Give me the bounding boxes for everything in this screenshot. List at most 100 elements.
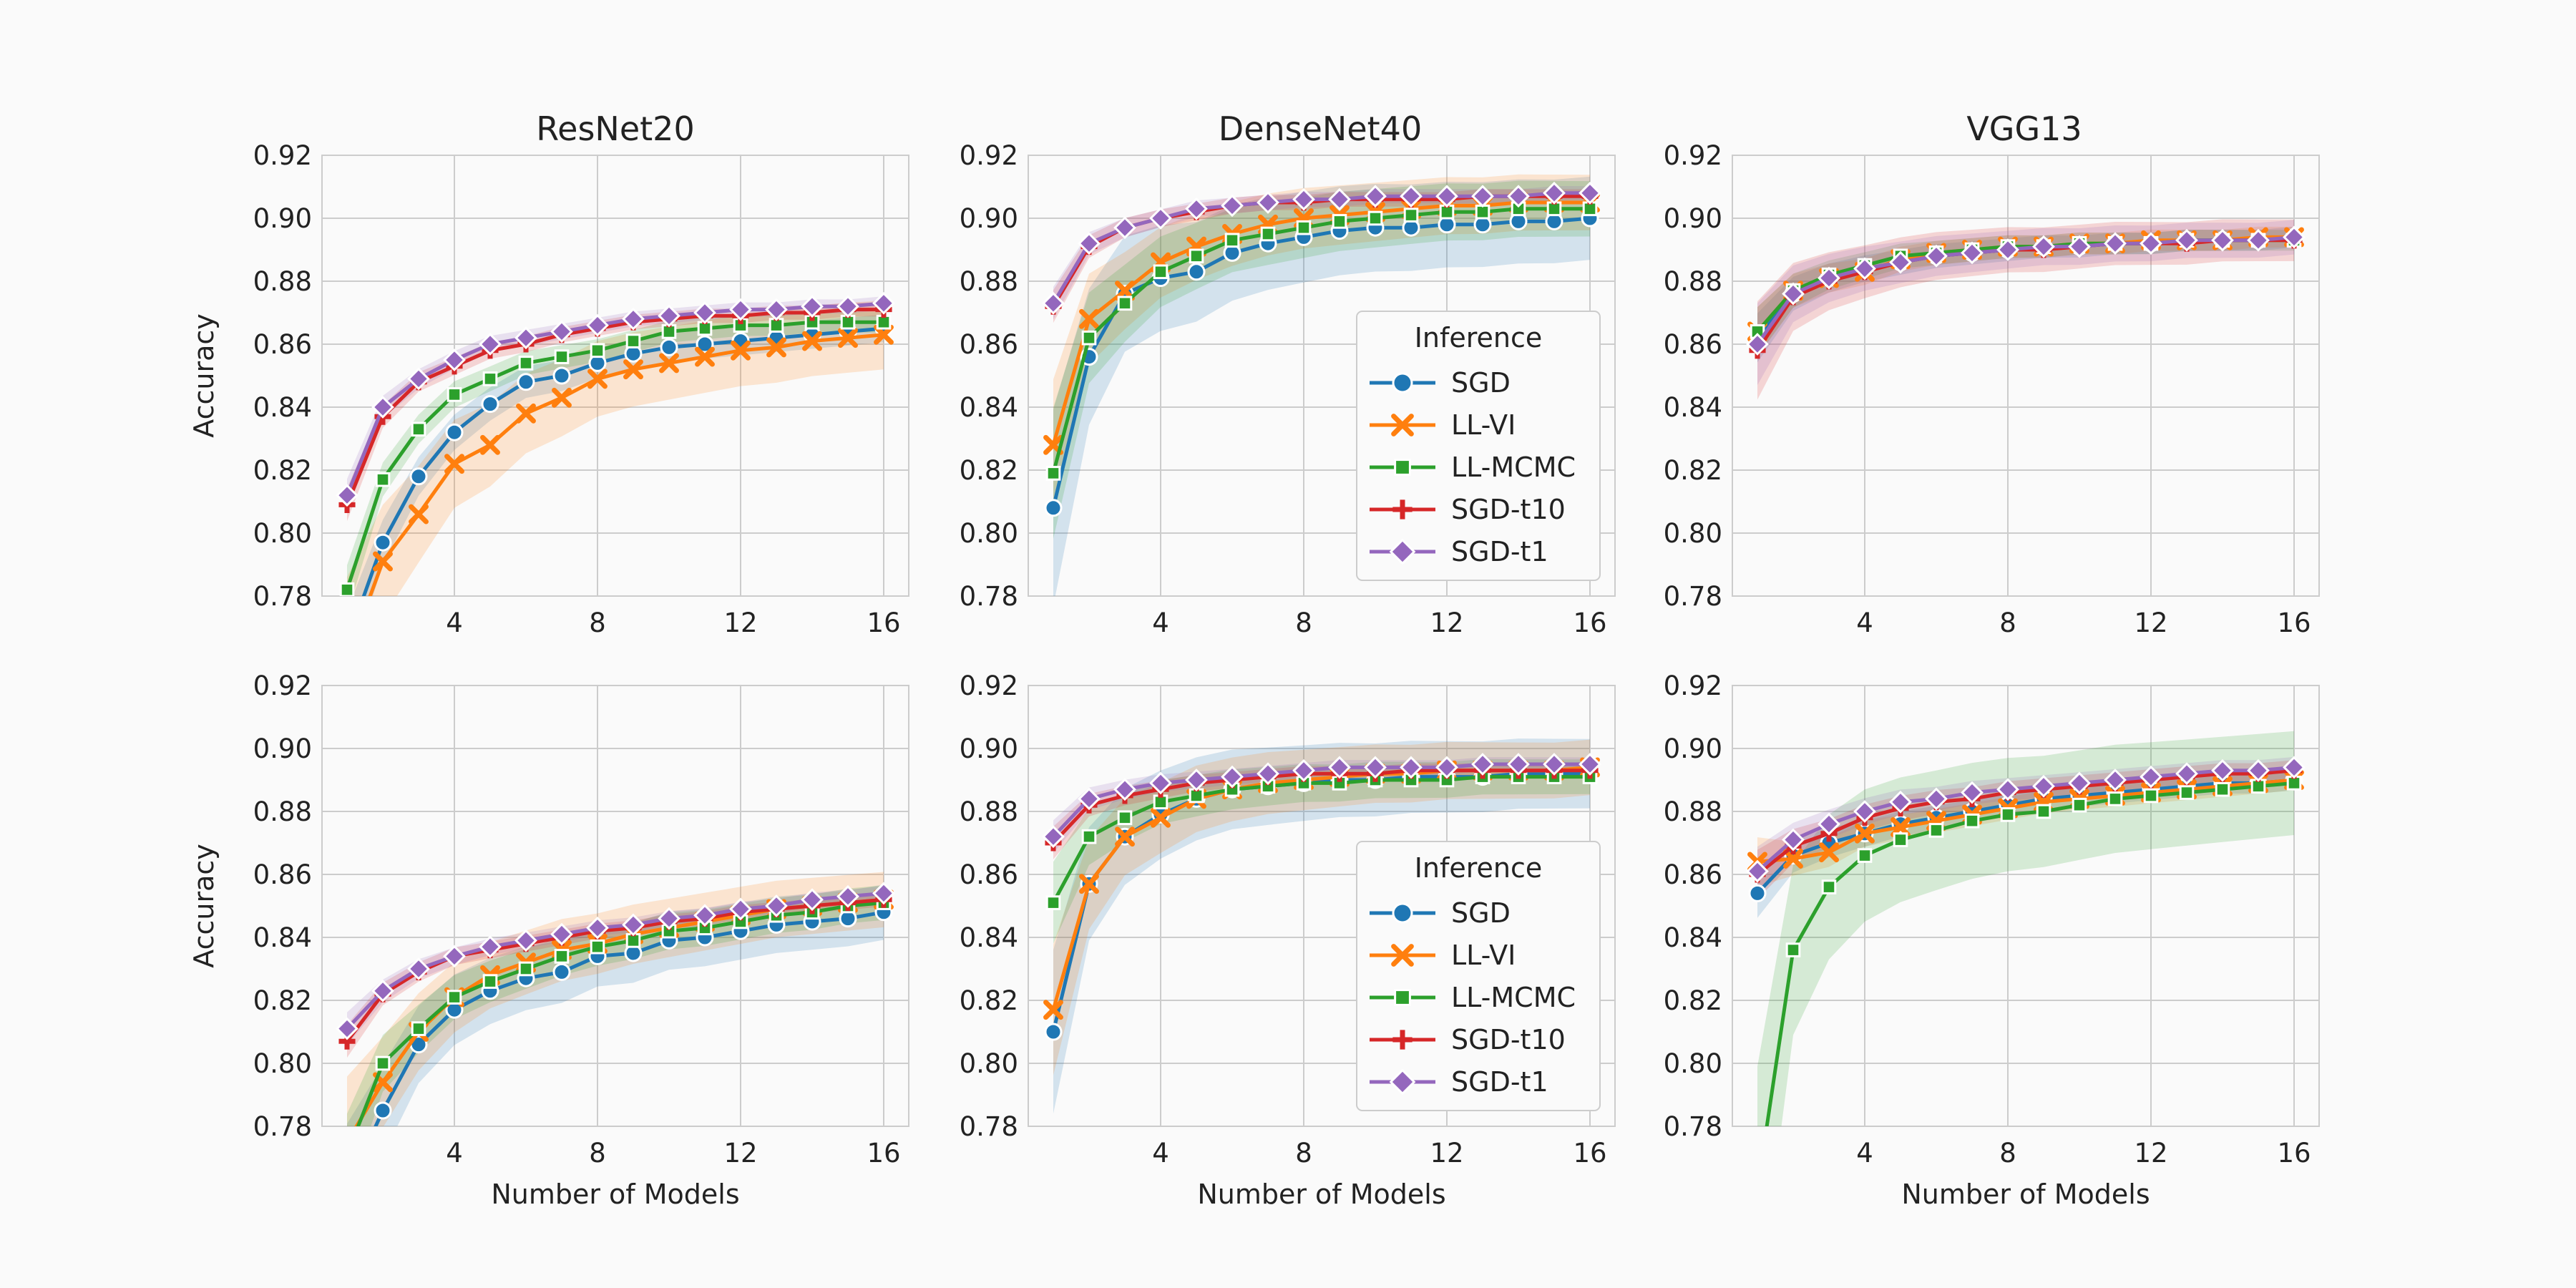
y-tick-label: 0.86 — [1664, 329, 1722, 360]
data-point-ll-mcmc — [1045, 466, 1061, 481]
data-point-sgd-t1 — [622, 913, 645, 937]
data-point-sgd-t1 — [1221, 765, 1244, 789]
data-point-sgd-t1 — [1185, 197, 1208, 220]
data-point-sgd-t1 — [1471, 185, 1494, 208]
data-point-ll-vi — [1079, 874, 1099, 894]
data-point-ll-vi — [695, 346, 715, 367]
data-point-sgd-t1 — [443, 348, 466, 371]
data-point-ll-mcmc — [1785, 942, 1801, 957]
confidence-band-sgd — [347, 884, 884, 1126]
data-point-sgd-t1 — [514, 929, 537, 952]
series-line-sgd — [1756, 778, 2295, 895]
legend-label: SGD-t10 — [1451, 494, 1566, 525]
data-point-sgd-t1 — [336, 484, 358, 507]
plot-area — [1732, 155, 2320, 597]
data-point-sgd-t1 — [1471, 753, 1494, 776]
data-point-sgd-t1 — [550, 320, 573, 343]
y-tick-label: 0.90 — [253, 733, 312, 764]
data-point-ll-vi — [444, 454, 464, 474]
y-axis-title: Accuracy — [188, 844, 220, 968]
series-line-ll-mcmc — [1051, 775, 1590, 904]
data-point-ll-vi — [409, 504, 429, 525]
data-point-sgd-t1 — [1818, 812, 1840, 836]
data-point-sgd-t1 — [2175, 228, 2198, 252]
data-point-sgd-t1 — [550, 922, 573, 946]
data-point-sgd-t1 — [729, 298, 752, 321]
x-tick-label: 12 — [2134, 1138, 2167, 1169]
series-layer — [1746, 731, 2306, 1196]
data-point-ll-mcmc — [1332, 214, 1347, 229]
data-point-ll-mcmc — [1928, 823, 1944, 838]
confidence-band-ll-vi — [347, 872, 884, 1126]
series-layer — [1746, 219, 2306, 400]
data-point-sgd-t1 — [1507, 753, 1530, 776]
legend-label: SGD-t1 — [1451, 1066, 1548, 1098]
data-point-ll-vi — [373, 551, 393, 572]
data-point-sgd-t1 — [443, 945, 466, 968]
data-point-ll-mcmc — [2179, 785, 2195, 800]
data-point-sgd-t1 — [1042, 825, 1065, 849]
series-layer — [1042, 738, 1601, 1114]
data-point-ll-vi — [340, 1135, 355, 1150]
y-tick-label: 0.82 — [960, 455, 1018, 486]
y-tick-label: 0.84 — [1664, 392, 1722, 423]
data-point-ll-mcmc — [518, 356, 534, 371]
series-line-sgd-t10 — [1052, 769, 1590, 844]
legend-marker-ll-mcmc — [1394, 989, 1411, 1006]
legend-marker-sgd — [1392, 372, 1413, 394]
chart-panel-1: 0.78 0.80 0.82 0.84 0.86 0.88 0.90 0.92 4 8 12 16 In… — [960, 140, 1616, 638]
x-tick-label: 4 — [446, 608, 463, 638]
y-axis-title: Accuracy — [188, 313, 220, 438]
data-point-ll-mcmc — [1751, 1183, 1764, 1196]
x-tick-label: 16 — [867, 1138, 900, 1169]
data-point-sgd-t1 — [1257, 191, 1279, 214]
series-line-sgd-t1 — [1755, 235, 2295, 346]
data-point-sgd-t1 — [1925, 244, 1948, 268]
x-tick-label: 4 — [1856, 608, 1873, 638]
data-point-ll-vi — [731, 340, 751, 361]
data-point-ll-mcmc — [1081, 330, 1097, 346]
y-tick-label: 0.88 — [1664, 266, 1722, 297]
legend-marker-ll-vi — [1391, 944, 1414, 967]
legend-label: LL-VI — [1451, 940, 1516, 971]
x-axis-title: Number of Models — [1901, 1179, 2150, 1210]
data-point-ll-mcmc — [1081, 829, 1097, 844]
y-tick-label: 0.78 — [253, 581, 312, 612]
data-point-ll-vi — [340, 652, 355, 667]
confidence-band-sgd-t10 — [347, 302, 884, 522]
chart-panel-4: 0.78 0.80 0.82 0.84 0.86 0.88 0.90 0.92 4 8 12 16 Nu… — [960, 670, 1616, 1210]
data-point-sgd-t1 — [1185, 769, 1208, 791]
y-tick-label: 0.90 — [1664, 733, 1722, 764]
data-point-sgd-t1 — [1257, 762, 1279, 786]
y-tick-label: 0.78 — [1664, 1111, 1722, 1142]
data-point-sgd-t1 — [1746, 333, 1769, 356]
data-point-sgd-t1 — [1364, 185, 1387, 208]
data-point-sgd-t1 — [2211, 228, 2234, 252]
series-line-sgd-t1 — [1051, 191, 1590, 305]
data-point-sgd-t1 — [1889, 790, 1912, 814]
y-tick-label: 0.92 — [960, 140, 1018, 171]
data-point-sgd-t1 — [1543, 181, 1566, 205]
data-point-sgd-t1 — [1853, 800, 1876, 823]
y-tick-label: 0.80 — [960, 518, 1018, 549]
legend-marker-sgd-t1 — [1389, 1068, 1416, 1096]
data-point-sgd-t1 — [2032, 235, 2055, 258]
data-point-sgd-t1 — [2032, 774, 2055, 798]
data-point-ll-vi — [516, 403, 536, 424]
data-point-sgd-t1 — [1961, 241, 1984, 265]
y-tick-label: 0.88 — [253, 796, 312, 827]
confidence-band-ll-vi — [347, 300, 884, 596]
y-tick-label: 0.90 — [253, 203, 312, 234]
x-tick-label: 12 — [723, 1138, 757, 1169]
data-point-ll-mcmc — [1153, 264, 1169, 280]
data-point-ll-mcmc — [1045, 895, 1061, 910]
data-point-ll-mcmc — [375, 472, 391, 487]
data-point-ll-vi — [1079, 308, 1099, 329]
data-point-ll-mcmc — [1367, 210, 1383, 226]
y-tick-label: 0.88 — [1664, 796, 1722, 827]
legend-label: SGD — [1451, 367, 1511, 399]
y-tick-label: 0.86 — [960, 329, 1018, 360]
y-tick-label: 0.92 — [253, 670, 312, 701]
data-point-sgd — [1748, 884, 1767, 902]
data-point-sgd — [481, 395, 499, 414]
